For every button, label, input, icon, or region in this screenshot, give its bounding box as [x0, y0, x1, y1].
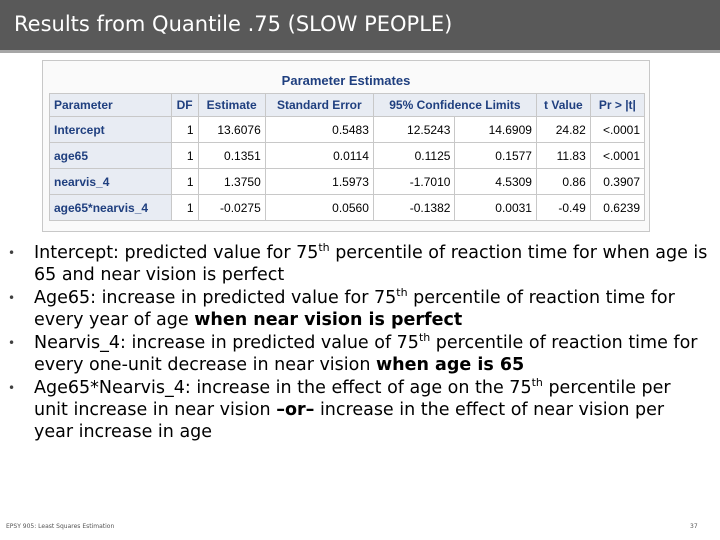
cell-p: <.0001	[590, 117, 644, 142]
bullet-item: • Age65*Nearvis_4: increase in the effec…	[8, 376, 671, 442]
title-bar: Results from Quantile .75 (SLOW PEOPLE)	[0, 0, 720, 53]
cell-lcl: -0.1382	[373, 195, 455, 220]
interpretation-bullets: • Intercept: predicted value for 75th pe…	[8, 242, 708, 444]
parameter-estimates-panel: Parameter Estimates Parameter DF Estimat…	[42, 60, 650, 232]
bullet-dot-icon: •	[8, 291, 16, 305]
row-param: nearvis_4	[50, 169, 171, 194]
cell-p: <.0001	[590, 143, 644, 168]
cell-se: 1.5973	[265, 169, 373, 194]
cell-t: 11.83	[536, 143, 590, 168]
bullet-item: • Nearvis_4: increase in predicted value…	[8, 331, 698, 375]
cell-df: 1	[171, 143, 198, 168]
table-row: Intercept 1 13.6076 0.5483 12.5243 14.69…	[50, 117, 644, 142]
footer-course: EPSY 905: Least Squares Estimation	[6, 523, 115, 530]
cell-df: 1	[171, 195, 198, 220]
cell-t: -0.49	[536, 195, 590, 220]
cell-se: 0.5483	[265, 117, 373, 142]
parameter-estimates-table: Parameter DF Estimate Standard Error 95%…	[49, 93, 645, 221]
cell-df: 1	[171, 169, 198, 194]
table-row: age65*nearvis_4 1 -0.0275 0.0560 -0.1382…	[50, 195, 644, 220]
bullet-item: • Age65: increase in predicted value for…	[8, 286, 675, 330]
cell-df: 1	[171, 117, 198, 142]
cell-estimate: 13.6076	[198, 117, 265, 142]
cell-p: 0.6239	[590, 195, 644, 220]
cell-ucl: 4.5309	[455, 169, 536, 194]
footer-page-number: 37	[690, 523, 698, 530]
bullet-dot-icon: •	[8, 381, 16, 395]
col-confidence-limits: 95% Confidence Limits	[373, 94, 536, 116]
row-param: Intercept	[50, 117, 171, 142]
cell-ucl: 0.0031	[455, 195, 536, 220]
table-title: Parameter Estimates	[281, 73, 411, 88]
bullet-item: • Intercept: predicted value for 75th pe…	[8, 241, 708, 285]
cell-lcl: 12.5243	[373, 117, 455, 142]
cell-p: 0.3907	[590, 169, 644, 194]
cell-lcl: 0.1125	[373, 143, 455, 168]
table-row: nearvis_4 1 1.3750 1.5973 -1.7010 4.5309…	[50, 169, 644, 194]
cell-estimate: 0.1351	[198, 143, 265, 168]
table-row: age65 1 0.1351 0.0114 0.1125 0.1577 11.8…	[50, 143, 644, 168]
cell-se: 0.0114	[265, 143, 373, 168]
cell-ucl: 0.1577	[455, 143, 536, 168]
col-parameter: Parameter	[50, 94, 171, 116]
col-t-value: t Value	[536, 94, 590, 116]
table-header-row: Parameter DF Estimate Standard Error 95%…	[50, 94, 644, 116]
cell-estimate: 1.3750	[198, 169, 265, 194]
row-param: age65*nearvis_4	[50, 195, 171, 220]
cell-se: 0.0560	[265, 195, 373, 220]
cell-lcl: -1.7010	[373, 169, 455, 194]
col-p-value: Pr > |t|	[590, 94, 644, 116]
row-param: age65	[50, 143, 171, 168]
col-estimate: Estimate	[198, 94, 265, 116]
col-standard-error: Standard Error	[265, 94, 373, 116]
cell-ucl: 14.6909	[455, 117, 536, 142]
bullet-dot-icon: •	[8, 336, 16, 350]
cell-t: 24.82	[536, 117, 590, 142]
cell-t: 0.86	[536, 169, 590, 194]
bullet-dot-icon: •	[8, 246, 16, 260]
cell-estimate: -0.0275	[198, 195, 265, 220]
slide-title: Results from Quantile .75 (SLOW PEOPLE)	[14, 12, 453, 36]
col-df: DF	[171, 94, 198, 116]
